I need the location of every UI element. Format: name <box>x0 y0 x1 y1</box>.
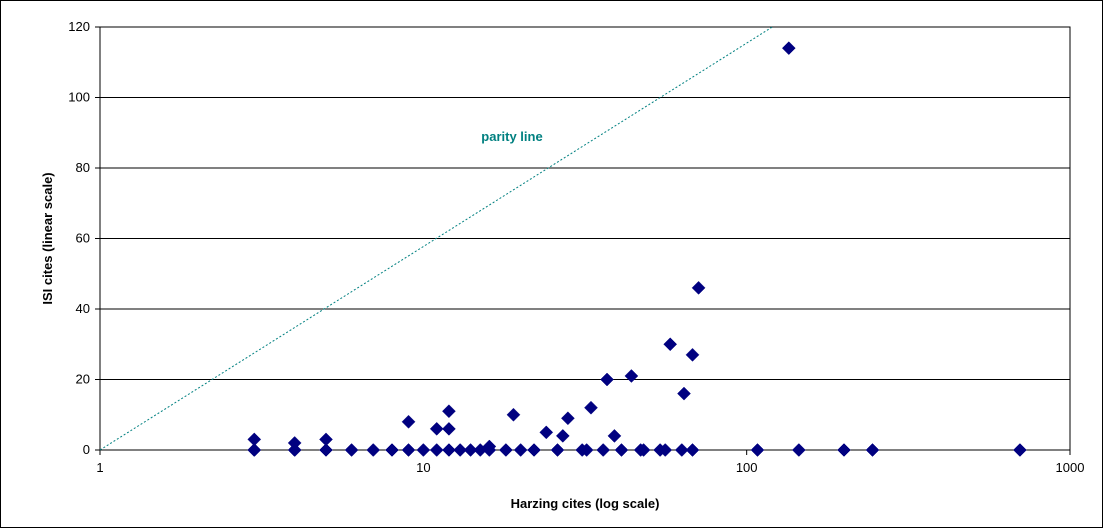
data-point <box>442 421 456 436</box>
y-tick-label: 20 <box>76 372 90 387</box>
axes <box>95 26 1071 455</box>
data-point <box>865 443 880 457</box>
data-point <box>453 443 468 457</box>
data-point <box>550 443 565 457</box>
data-point <box>401 414 416 429</box>
data-point <box>607 429 622 443</box>
data-point <box>247 443 262 457</box>
x-axis-title: Harzing cites (log scale) <box>511 496 660 511</box>
data-point <box>416 443 431 457</box>
data-point <box>366 443 381 457</box>
parity-line-group <box>99 26 773 451</box>
data-point <box>482 443 497 457</box>
data-point <box>429 443 444 457</box>
data-point <box>561 411 575 426</box>
data-point <box>600 372 614 387</box>
x-tick-label: 1 <box>96 460 103 475</box>
data-point <box>837 443 851 457</box>
data-point <box>596 443 611 457</box>
data-point <box>527 443 541 457</box>
data-point <box>1013 443 1027 457</box>
data-point <box>614 443 629 457</box>
data-point <box>442 404 456 419</box>
y-axis-title: ISI cites (linear scale) <box>40 172 55 304</box>
data-point <box>624 369 639 383</box>
y-tick-labels: 0 20 40 60 80 100 120 <box>68 19 90 457</box>
data-point <box>513 443 528 457</box>
y-tick-label: 40 <box>76 301 90 316</box>
data-point <box>442 443 456 457</box>
data-point <box>685 347 700 362</box>
data-point <box>584 400 598 415</box>
data-point <box>663 337 678 352</box>
data-point <box>791 443 806 457</box>
data-point <box>463 443 478 457</box>
y-tick-label: 80 <box>76 160 90 175</box>
data-point <box>401 443 416 457</box>
y-tick-label: 100 <box>68 90 90 105</box>
y-tick-label: 60 <box>76 231 90 246</box>
y-tick-label: 0 <box>83 442 90 457</box>
x-tick-label: 100 <box>736 460 758 475</box>
data-point <box>506 407 521 422</box>
data-point <box>539 425 554 440</box>
data-points <box>247 41 1027 457</box>
data-point <box>385 443 399 457</box>
data-point <box>429 421 444 436</box>
data-point <box>319 443 333 457</box>
data-point <box>499 443 513 457</box>
data-point <box>287 443 302 457</box>
parity-line <box>99 26 773 451</box>
data-point <box>579 443 594 457</box>
data-point <box>658 443 673 457</box>
data-point <box>691 280 706 295</box>
data-point <box>677 386 691 401</box>
parity-line-label: parity line <box>481 129 542 144</box>
x-tick-labels: 1 10 100 1000 <box>96 460 1084 475</box>
data-point <box>674 443 689 457</box>
data-point <box>750 443 765 457</box>
data-point <box>636 443 651 457</box>
data-point <box>555 429 570 443</box>
data-point <box>685 443 700 457</box>
data-point <box>781 41 796 56</box>
gridlines <box>100 26 1070 451</box>
x-tick-label: 10 <box>416 460 430 475</box>
x-tick-label: 1000 <box>1056 460 1085 475</box>
y-tick-label: 120 <box>68 19 90 34</box>
data-point <box>344 443 359 457</box>
